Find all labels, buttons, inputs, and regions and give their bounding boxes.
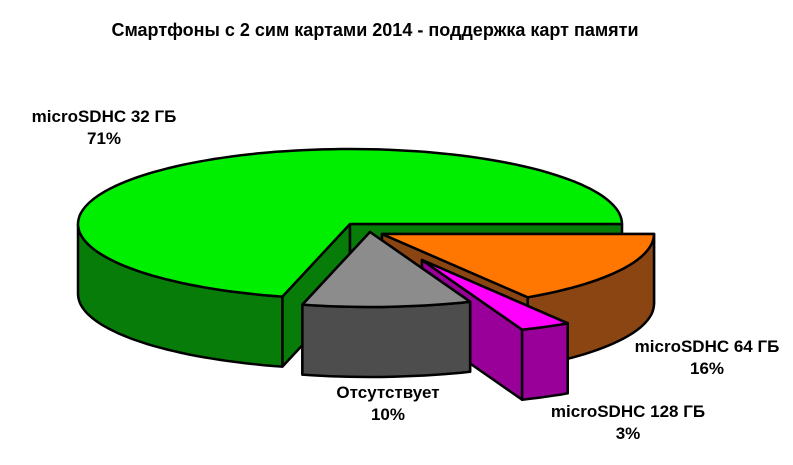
- pie-slice-none[interactable]: [301, 230, 472, 379]
- slice-label-text: microSDHC 128 ГБ: [550, 402, 706, 421]
- slice-top: [76, 147, 624, 298]
- slice-label-microsdhc-128gb: microSDHC 128 ГБ 3%: [551, 401, 705, 445]
- slice-rim: [520, 322, 569, 401]
- slice-top: [380, 232, 656, 299]
- slice-label-none: Отсутствует 10%: [336, 382, 439, 426]
- slice-label-pct: 16%: [689, 359, 725, 378]
- slice-top: [301, 230, 472, 309]
- slice-label-pct: 3%: [615, 424, 641, 443]
- slice-label-text: Отсутствует: [336, 383, 440, 402]
- slice-label-microsdhc-64gb: microSDHC 64 ГБ 16%: [635, 336, 780, 380]
- slice-label-microsdhc-32gb: microSDHC 32 ГБ 71%: [32, 106, 177, 150]
- slice-label-pct: 71%: [86, 129, 122, 148]
- slice-rim: [301, 300, 472, 379]
- slice-top: [420, 258, 569, 331]
- slice-label-text: microSDHC 64 ГБ: [634, 337, 780, 356]
- chart-title: Смартфоны с 2 сим картами 2014 - поддерж…: [111, 20, 639, 40]
- slice-label-text: microSDHC 32 ГБ: [31, 107, 177, 126]
- slice-label-pct: 10%: [370, 405, 406, 424]
